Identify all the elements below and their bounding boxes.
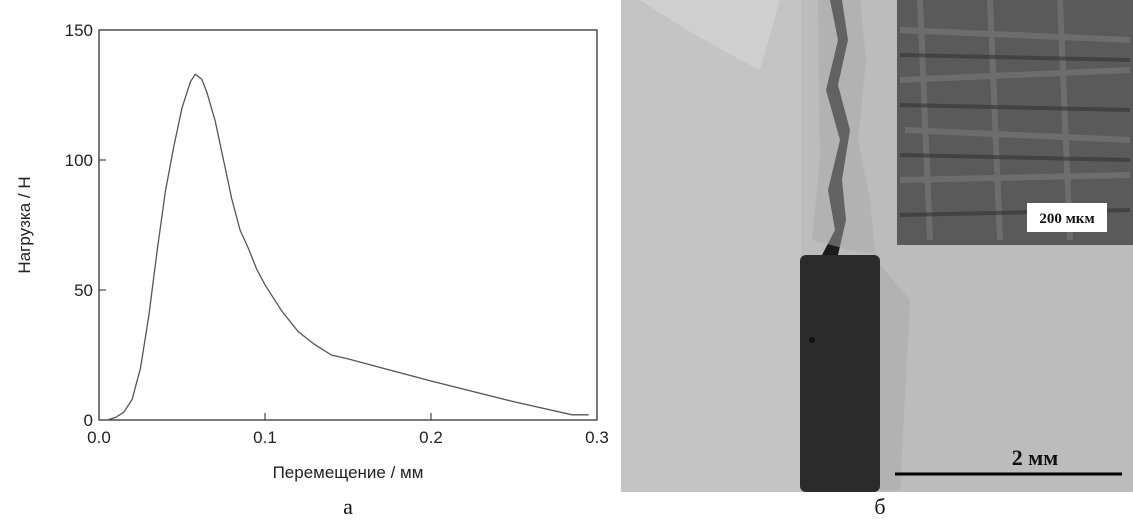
x-tick-label: 0.1 bbox=[253, 428, 277, 447]
x-tick-label: 0.2 bbox=[419, 428, 443, 447]
x-tick-label: 0.0 bbox=[87, 428, 111, 447]
x-axis-label: Перемещение / мм bbox=[273, 463, 424, 482]
data-line bbox=[107, 73, 589, 421]
inset-scale-label: 200 мкм bbox=[1039, 211, 1094, 227]
panel-label: а bbox=[343, 494, 353, 519]
y-tick-label: 100 bbox=[65, 151, 93, 170]
y-tick-label: 0 bbox=[84, 411, 93, 430]
x-tick-label: 0.3 bbox=[585, 428, 609, 447]
y-tick-label: 150 bbox=[65, 21, 93, 40]
y-tick-label: 50 bbox=[74, 281, 93, 300]
sem-image bbox=[621, 0, 1133, 492]
panel-label: б bbox=[874, 494, 885, 519]
y-axis-label: Нагрузка / Н bbox=[15, 176, 34, 273]
plot-frame bbox=[98, 29, 598, 421]
scale-label: 2 мм bbox=[1012, 445, 1058, 470]
